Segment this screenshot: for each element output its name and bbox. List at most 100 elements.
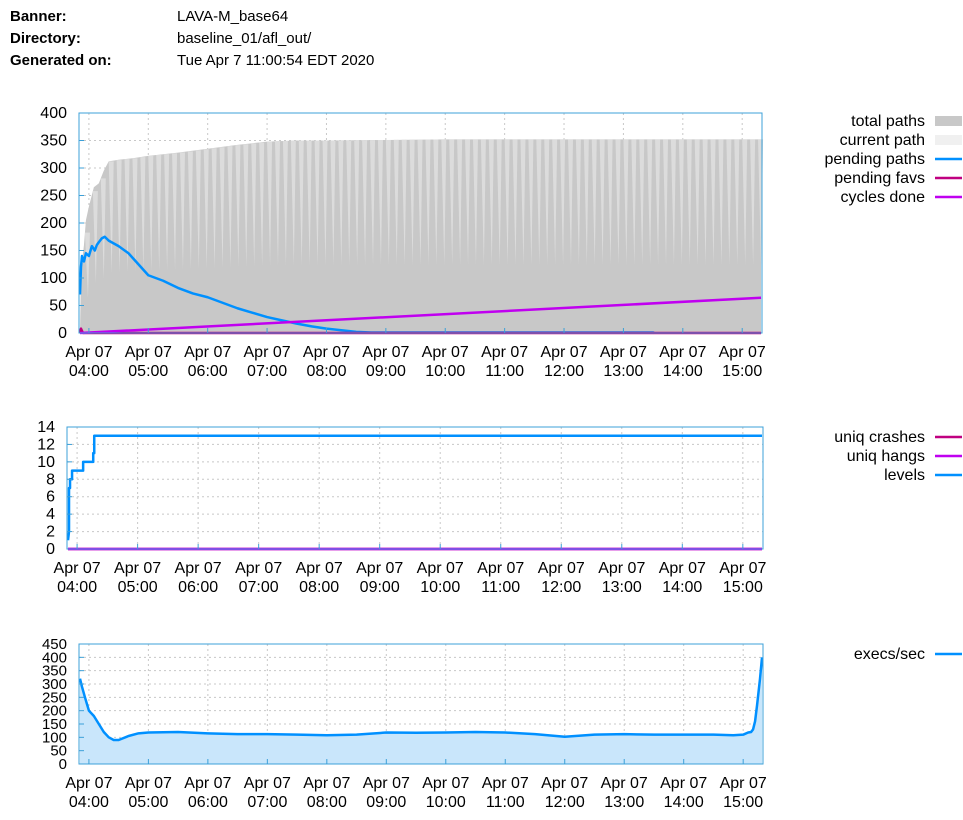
legend: total paths current path pending paths pend… (824, 113, 962, 206)
current-path-dip (678, 139, 684, 266)
y-tick-label: 50 (49, 298, 67, 315)
current-path-dip (536, 139, 542, 266)
current-path-dip (488, 139, 494, 266)
legend-label: execs/sec (854, 646, 925, 663)
y-tick-label: 350 (40, 133, 67, 150)
x-tick-label-date: Apr 07 (244, 344, 291, 361)
current-path-dip (108, 161, 114, 273)
current-path-dip (203, 149, 209, 269)
current-path-dip (702, 139, 708, 266)
x-tick-label-date: Apr 07 (659, 344, 706, 361)
current-path-dip (552, 139, 558, 266)
current-path-dip (401, 139, 407, 266)
current-path-dip (465, 139, 471, 266)
current-path-dip (259, 142, 265, 267)
current-path-texture (84, 139, 764, 298)
current-path-dip (132, 158, 138, 272)
x-tick-label-date: Apr 07 (235, 560, 282, 577)
current-path-dip (235, 145, 241, 268)
series-execs-sec (78, 657, 764, 742)
x-tick-label-date: Apr 07 (422, 344, 469, 361)
current-path-dip (647, 139, 653, 266)
x-tick-label-date: Apr 07 (175, 560, 222, 577)
current-path-dip (251, 143, 257, 267)
x-tick-label-time: 07:00 (247, 363, 287, 380)
current-path-dip (124, 159, 130, 273)
x-tick-label-time: 07:00 (239, 579, 279, 596)
x-tick-label-time: 12:00 (544, 363, 584, 380)
x-tick-label-time: 11:00 (486, 794, 525, 811)
current-path-dip (385, 139, 391, 266)
x-tick-label-date: Apr 07 (296, 560, 343, 577)
x-tick-label-date: Apr 07 (184, 775, 231, 792)
current-path-dip (670, 139, 676, 266)
x-tick-label-date: Apr 07 (541, 775, 588, 792)
x-tick-label-time: 14:00 (663, 363, 703, 380)
banner-label: Banner: (10, 8, 67, 25)
banner-value: LAVA-M_base64 (177, 8, 289, 25)
x-tick-label-time: 09:00 (366, 794, 406, 811)
legend: execs/sec (854, 646, 962, 663)
x-tick-label-time: 15:00 (723, 579, 763, 596)
generated-value: Tue Apr 7 11:00:54 EDT 2020 (177, 52, 375, 69)
x-tick-label-time: 14:00 (664, 794, 704, 811)
x-tick-label-time: 13:00 (603, 363, 643, 380)
x-tick-label-time: 05:00 (118, 579, 158, 596)
current-path-dip (480, 139, 486, 266)
current-path-dip (370, 140, 376, 266)
x-tick-label-time: 12:00 (545, 794, 585, 811)
x-tick-label-date: Apr 07 (538, 560, 585, 577)
y-tick-label: 12 (37, 436, 55, 453)
x-tick-label-time: 09:00 (366, 363, 406, 380)
x-tick-label-date: Apr 07 (660, 775, 707, 792)
current-path-dip (148, 155, 154, 272)
current-path-dip (433, 139, 439, 266)
current-path-dip (211, 148, 217, 269)
x-tick-label-date: Apr 07 (417, 560, 464, 577)
y-tick-label: 2 (46, 524, 55, 541)
current-path-dip (179, 152, 185, 270)
x-tick-label-time: 10:00 (420, 579, 460, 596)
y-tick-label: 14 (37, 419, 55, 436)
y-tick-label: 400 (42, 649, 67, 666)
x-tick-label-time: 10:00 (425, 363, 465, 380)
x-tick-label-date: Apr 07 (356, 560, 403, 577)
current-path-dip (718, 139, 724, 266)
x-tick-label-date: Apr 07 (65, 775, 112, 792)
x-tick-label-date: Apr 07 (244, 775, 291, 792)
current-path-dip (449, 139, 455, 266)
series-levels (66, 434, 762, 541)
current-path-dip (116, 160, 122, 273)
x-tick-label-time: 08:00 (307, 794, 347, 811)
current-path-dip (187, 151, 193, 270)
current-path-dip (496, 139, 502, 266)
current-path-dip (457, 139, 463, 266)
x-tick-label-time: 05:00 (128, 363, 168, 380)
current-path-dip (338, 140, 344, 266)
y-tick-label: 300 (40, 160, 67, 177)
current-path-dip (282, 141, 288, 266)
current-path-dip (314, 140, 320, 266)
x-tick-label-time: 08:00 (306, 363, 346, 380)
x-tick-label-date: Apr 07 (481, 344, 528, 361)
legend-label: pending favs (834, 170, 925, 187)
y-tick-label: 150 (40, 243, 67, 260)
legend-swatch (935, 116, 962, 126)
x-tick-label-time: 07:00 (247, 794, 287, 811)
current-path-dip (631, 139, 637, 266)
grid (67, 426, 763, 550)
current-path-dip (417, 139, 423, 266)
current-path-dip (156, 155, 162, 271)
paths-chart: 0 50 100 150 200 250 300 350 400 Apr 07 04:00 Apr 0… (40, 105, 962, 380)
current-path-dip (100, 178, 106, 279)
x-tick-label-time: 06:00 (188, 794, 228, 811)
generated-label: Generated on: (10, 52, 112, 69)
legend-label: current path (840, 132, 925, 149)
current-path-dip (290, 140, 296, 266)
x-tick-label-time: 13:00 (602, 579, 642, 596)
current-path-dip (599, 139, 605, 266)
current-path-dip (583, 139, 589, 266)
current-path-dip (306, 140, 312, 266)
x-tick-label-date: Apr 07 (422, 775, 469, 792)
current-path-dip (330, 140, 336, 266)
